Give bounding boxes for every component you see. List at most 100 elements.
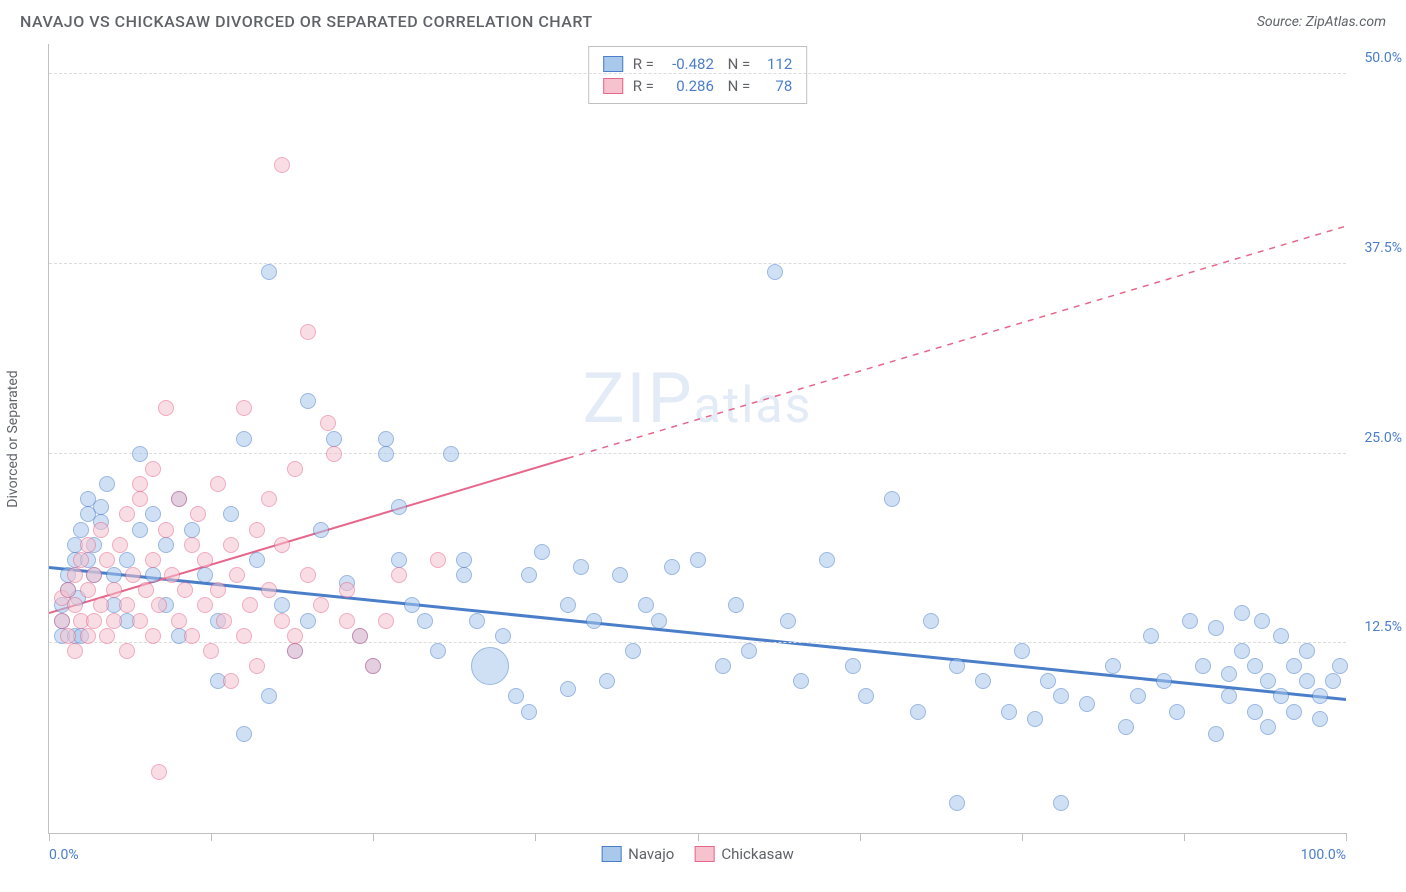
data-point — [1053, 688, 1069, 704]
data-point — [560, 597, 576, 613]
data-point — [1247, 704, 1263, 720]
stats-row: R =-0.482 N =112 — [603, 53, 793, 75]
data-point — [60, 582, 76, 598]
x-tick — [211, 833, 212, 841]
legend-item: Navajo — [601, 845, 674, 863]
data-point — [236, 400, 252, 416]
data-point — [910, 704, 926, 720]
data-point — [430, 552, 446, 568]
data-point — [171, 613, 187, 629]
data-point — [80, 537, 96, 553]
data-point — [184, 537, 200, 553]
data-point — [469, 613, 485, 629]
data-point — [210, 476, 226, 492]
data-point — [1286, 704, 1302, 720]
data-point — [560, 681, 576, 697]
data-point — [249, 552, 265, 568]
data-point — [300, 567, 316, 583]
x-tick — [535, 833, 536, 841]
data-point — [125, 567, 141, 583]
data-point — [249, 522, 265, 538]
series-swatch — [601, 846, 621, 862]
data-point — [1105, 658, 1121, 674]
data-point — [151, 764, 167, 780]
data-point — [1299, 673, 1315, 689]
data-point — [1130, 688, 1146, 704]
data-point — [145, 461, 161, 477]
data-point — [112, 537, 128, 553]
data-point — [274, 597, 290, 613]
data-point — [949, 658, 965, 674]
data-point — [949, 795, 965, 811]
data-point — [274, 537, 290, 553]
data-point — [1079, 696, 1095, 712]
data-point — [320, 415, 336, 431]
data-point — [586, 613, 602, 629]
data-point — [132, 476, 148, 492]
data-point — [1001, 704, 1017, 720]
data-point — [1169, 704, 1185, 720]
data-point — [471, 647, 509, 685]
data-point — [767, 264, 783, 280]
data-point — [80, 628, 96, 644]
data-point — [1208, 726, 1224, 742]
stat-r-value: 0.286 — [664, 77, 714, 95]
series-swatch — [603, 56, 623, 72]
data-point — [1273, 688, 1289, 704]
data-point — [1053, 795, 1069, 811]
data-point — [287, 628, 303, 644]
data-point — [229, 567, 245, 583]
gridline — [49, 453, 1346, 454]
data-point — [456, 567, 472, 583]
data-point — [1143, 628, 1159, 644]
data-point — [287, 643, 303, 659]
data-point — [430, 643, 446, 659]
x-tick — [373, 833, 374, 841]
y-tick-label: 25.0% — [1364, 430, 1402, 446]
data-point — [326, 431, 342, 447]
data-point — [190, 506, 206, 522]
data-point — [86, 613, 102, 629]
stat-label: R = — [633, 77, 654, 95]
data-point — [132, 522, 148, 538]
y-tick-label: 12.5% — [1364, 619, 1402, 635]
data-point — [1254, 613, 1270, 629]
stat-r-value: -0.482 — [664, 55, 714, 73]
stat-label: N = — [724, 55, 750, 73]
data-point — [274, 613, 290, 629]
data-point — [236, 726, 252, 742]
data-point — [495, 628, 511, 644]
data-point — [1118, 719, 1134, 735]
data-point — [249, 658, 265, 674]
data-point — [132, 446, 148, 462]
data-point — [145, 506, 161, 522]
data-point — [651, 613, 667, 629]
data-point — [793, 673, 809, 689]
data-point — [378, 613, 394, 629]
data-point — [184, 522, 200, 538]
data-point — [223, 537, 239, 553]
data-point — [67, 643, 83, 659]
data-point — [1156, 673, 1172, 689]
data-point — [184, 628, 200, 644]
data-point — [223, 673, 239, 689]
data-point — [99, 628, 115, 644]
data-point — [1260, 719, 1276, 735]
data-point — [261, 582, 277, 598]
data-point — [106, 567, 122, 583]
data-point — [60, 628, 76, 644]
data-point — [1027, 711, 1043, 727]
data-point — [197, 597, 213, 613]
x-tick-label: 100.0% — [1301, 847, 1346, 863]
data-point — [145, 628, 161, 644]
data-point — [690, 552, 706, 568]
legend-label: Chickasaw — [721, 845, 793, 863]
data-point — [534, 544, 550, 560]
data-point — [1312, 688, 1328, 704]
data-point — [236, 431, 252, 447]
data-point — [203, 643, 219, 659]
stat-n-value: 112 — [760, 55, 792, 73]
data-point — [1312, 711, 1328, 727]
data-point — [54, 613, 70, 629]
data-point — [210, 582, 226, 598]
